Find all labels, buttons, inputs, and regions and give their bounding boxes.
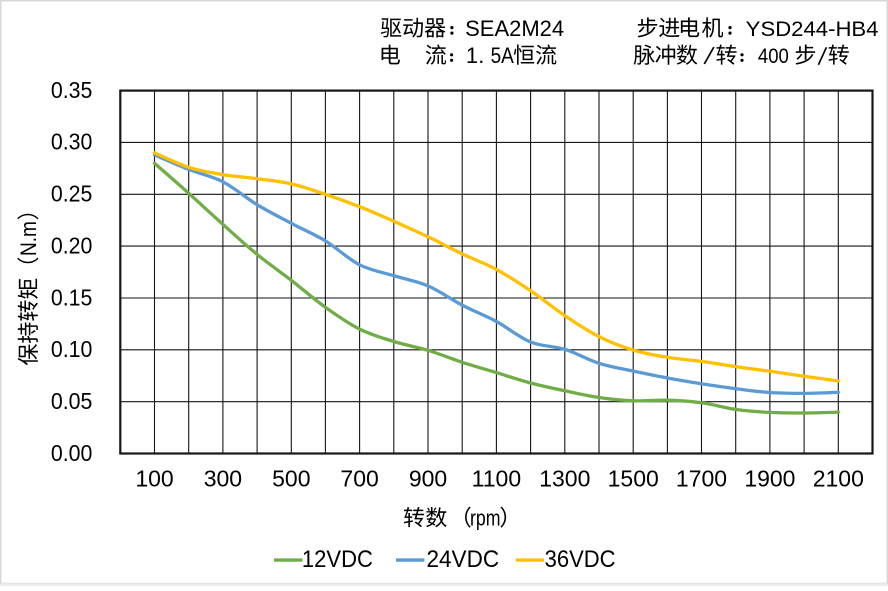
svg-text:0.20: 0.20 <box>51 232 93 258</box>
svg-text:500: 500 <box>272 466 310 492</box>
svg-text:rpm: rpm <box>470 506 501 531</box>
svg-text:1100: 1100 <box>472 466 521 492</box>
svg-text:0.10: 0.10 <box>51 336 93 362</box>
svg-text:100: 100 <box>135 466 173 492</box>
svg-text:0.15: 0.15 <box>51 284 93 310</box>
svg-text:24VDC: 24VDC <box>427 546 500 573</box>
svg-text:SEA2M24: SEA2M24 <box>465 16 564 41</box>
svg-text:2100: 2100 <box>813 466 864 492</box>
svg-text:.: . <box>478 43 484 68</box>
svg-text:0.25: 0.25 <box>51 181 93 207</box>
svg-text:1500: 1500 <box>608 466 659 492</box>
svg-text:0.30: 0.30 <box>51 129 93 155</box>
svg-text:N.m: N.m <box>16 221 41 256</box>
svg-text:1: 1 <box>466 43 478 68</box>
svg-text:900: 900 <box>409 466 447 492</box>
svg-text:YSD244-HB4: YSD244-HB4 <box>746 17 879 41</box>
svg-text:400: 400 <box>758 44 789 68</box>
svg-text:0.00: 0.00 <box>51 440 93 466</box>
svg-text:12VDC: 12VDC <box>302 546 373 573</box>
svg-text:1900: 1900 <box>744 466 795 492</box>
svg-text:0.05: 0.05 <box>51 388 93 414</box>
svg-text:1300: 1300 <box>539 466 590 492</box>
svg-text:0.35: 0.35 <box>51 77 93 103</box>
svg-text:36VDC: 36VDC <box>545 546 616 573</box>
svg-text:700: 700 <box>340 466 378 492</box>
svg-text:1700: 1700 <box>676 466 727 492</box>
svg-text:5A: 5A <box>491 43 515 68</box>
svg-text:300: 300 <box>204 466 242 492</box>
